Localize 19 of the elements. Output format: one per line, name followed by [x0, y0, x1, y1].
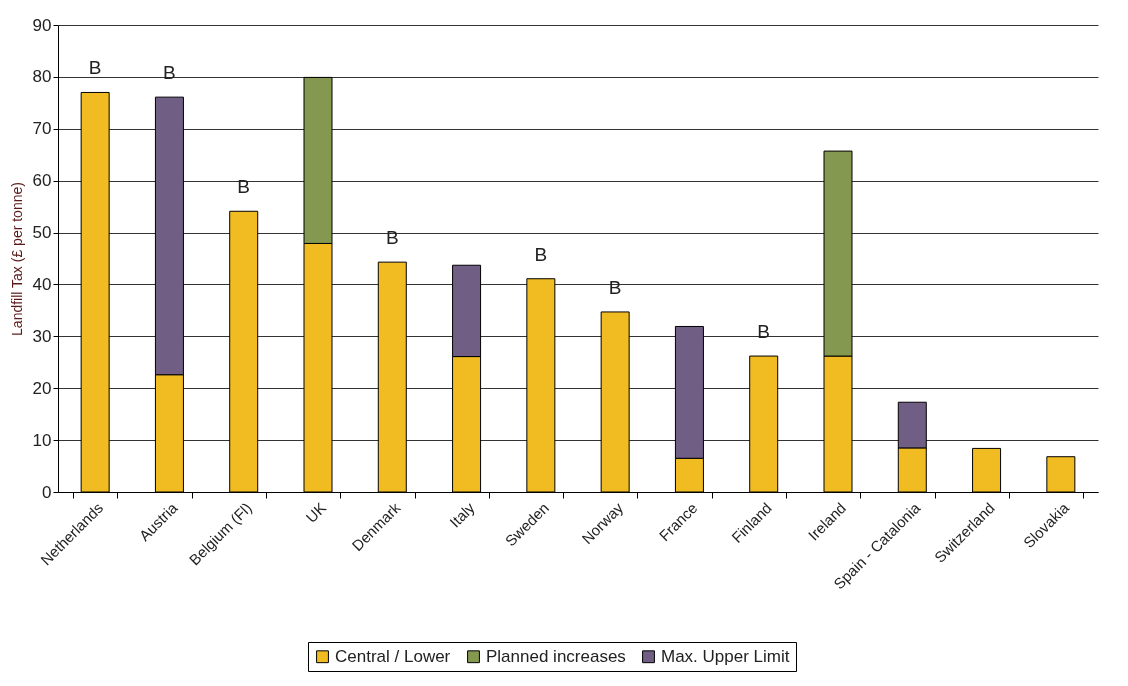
y-axis-title: Landfill Tax (£ per tonne)	[8, 182, 25, 336]
y-tick-label: 90	[32, 15, 52, 35]
y-tick-label: 0	[42, 482, 52, 502]
y-tick-label: 80	[32, 67, 52, 87]
y-tick-label: 60	[32, 171, 52, 191]
y-tick-label: 30	[32, 326, 52, 346]
y-tick-label: 70	[32, 119, 52, 139]
x-tick-label: UK	[302, 499, 330, 526]
annotation: B	[534, 243, 548, 265]
y-tick-label: 40	[32, 274, 52, 294]
legend-label: Central / Lower	[335, 646, 451, 666]
x-tick-label: Italy	[446, 498, 479, 531]
y-tick-label: 10	[32, 430, 52, 450]
annotation: B	[237, 176, 251, 198]
annotation: B	[88, 57, 102, 79]
legend-label: Max. Upper Limit	[661, 646, 790, 666]
legend-label: Planned increases	[486, 646, 626, 666]
y-tick-label: 20	[32, 378, 52, 398]
y-tick-label: 50	[32, 223, 52, 243]
